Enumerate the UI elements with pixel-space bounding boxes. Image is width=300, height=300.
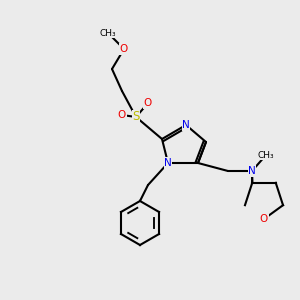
Text: N: N (182, 120, 190, 130)
Text: CH₃: CH₃ (100, 28, 116, 38)
Text: O: O (118, 110, 126, 120)
Text: CH₃: CH₃ (258, 151, 274, 160)
Text: O: O (260, 214, 268, 224)
Text: O: O (120, 44, 128, 54)
Text: N: N (164, 158, 172, 168)
Text: N: N (248, 166, 256, 176)
Text: S: S (132, 110, 140, 124)
Text: O: O (144, 98, 152, 108)
